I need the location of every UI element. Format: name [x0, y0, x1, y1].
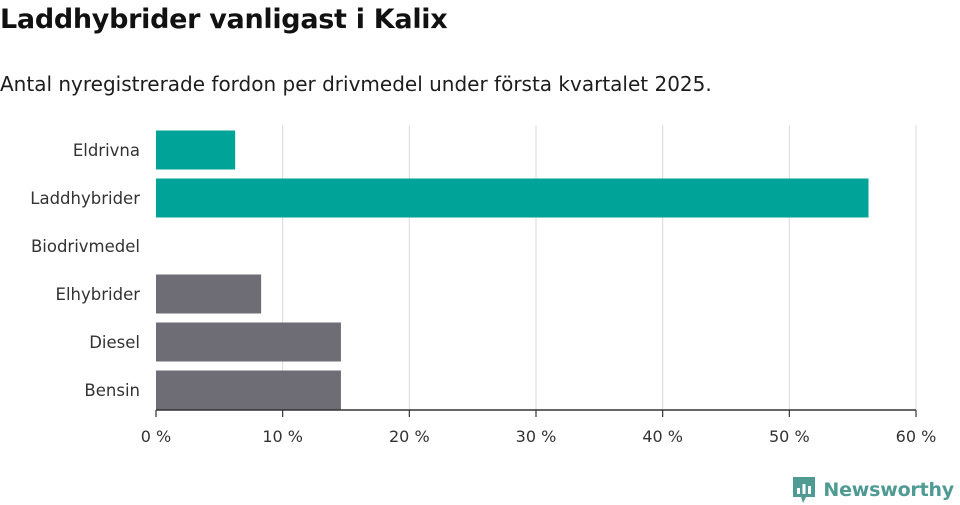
x-axis: 0 % 10 % 20 % 30 % 40 % 50 % 60 %: [141, 409, 937, 446]
x-tick-label: 40 %: [642, 427, 683, 446]
bar-diesel: [156, 322, 341, 362]
x-tick-label: 30 %: [516, 427, 557, 446]
x-tick-label: 60 %: [896, 427, 937, 446]
newsworthy-logo-text: Newsworthy: [823, 479, 954, 501]
bar-chart: Eldrivna Laddhybrider Biodrivmedel Elhybrid…: [30, 125, 937, 446]
category-label: Biodrivmedel: [31, 237, 140, 256]
x-tick-label: 10 %: [262, 427, 303, 446]
bar-elhybrider: [156, 274, 262, 314]
bar-laddhybrider: [156, 178, 869, 218]
x-tick-label: 0 %: [141, 427, 171, 446]
chart-subtitle: Antal nyregistrerade fordon per drivmede…: [0, 72, 712, 96]
bar-bensin: [156, 370, 341, 410]
x-tick-label: 50 %: [769, 427, 810, 446]
x-tick-label: 20 %: [389, 427, 430, 446]
category-labels: Eldrivna Laddhybrider Biodrivmedel Elhybrid…: [30, 141, 140, 400]
gridlines: [282, 125, 917, 410]
newsworthy-logo-icon: [793, 477, 816, 503]
category-label: Laddhybrider: [30, 189, 140, 208]
bars: [156, 130, 869, 410]
category-label: Diesel: [89, 333, 140, 352]
category-label: Eldrivna: [73, 141, 140, 160]
category-label: Bensin: [84, 381, 140, 400]
newsworthy-logo: Newsworthy: [791, 475, 954, 505]
chart-title: Laddhybrider vanligast i Kalix: [0, 4, 448, 35]
bar-eldrivna: [156, 130, 236, 170]
category-label: Elhybrider: [56, 285, 141, 304]
